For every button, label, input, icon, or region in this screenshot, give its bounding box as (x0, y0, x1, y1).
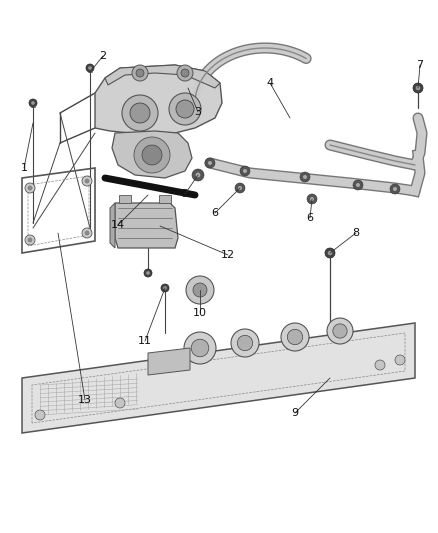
Polygon shape (22, 323, 415, 433)
Circle shape (181, 69, 189, 77)
Circle shape (31, 101, 35, 105)
Circle shape (142, 145, 162, 165)
Circle shape (237, 335, 253, 351)
Polygon shape (110, 203, 115, 248)
Circle shape (193, 283, 207, 297)
Text: 2: 2 (99, 51, 106, 61)
Circle shape (163, 286, 167, 290)
Circle shape (146, 271, 150, 275)
Circle shape (191, 339, 209, 357)
Circle shape (115, 398, 125, 408)
Circle shape (192, 169, 204, 181)
Circle shape (88, 66, 92, 70)
Circle shape (328, 251, 332, 255)
Circle shape (35, 410, 45, 420)
Circle shape (287, 329, 303, 345)
Polygon shape (148, 348, 190, 375)
Circle shape (29, 99, 37, 107)
Text: 6: 6 (212, 208, 219, 218)
Circle shape (325, 248, 335, 258)
Circle shape (356, 183, 360, 187)
Circle shape (413, 83, 423, 93)
Polygon shape (119, 195, 131, 203)
Text: 11: 11 (138, 336, 152, 346)
Text: 6: 6 (307, 213, 314, 223)
Text: 5: 5 (181, 189, 188, 199)
Circle shape (144, 269, 152, 277)
Circle shape (375, 360, 385, 370)
Text: 13: 13 (78, 395, 92, 405)
Text: 10: 10 (193, 308, 207, 318)
Circle shape (281, 323, 309, 351)
Circle shape (205, 158, 215, 168)
Circle shape (353, 180, 363, 190)
Circle shape (243, 169, 247, 173)
Text: 7: 7 (417, 60, 424, 70)
Text: 3: 3 (194, 107, 201, 117)
Circle shape (25, 183, 35, 193)
Circle shape (130, 103, 150, 123)
Polygon shape (159, 195, 171, 203)
Circle shape (85, 179, 89, 183)
Circle shape (307, 194, 317, 204)
Text: 8: 8 (353, 228, 360, 238)
Circle shape (240, 166, 250, 176)
Text: 14: 14 (111, 220, 125, 230)
Circle shape (82, 228, 92, 238)
Circle shape (196, 173, 201, 177)
Circle shape (333, 324, 347, 338)
Circle shape (82, 176, 92, 186)
Text: 9: 9 (291, 408, 299, 418)
Circle shape (208, 161, 212, 165)
Circle shape (327, 318, 353, 344)
Circle shape (395, 355, 405, 365)
Polygon shape (115, 203, 178, 248)
Circle shape (28, 238, 32, 243)
Circle shape (300, 172, 310, 182)
Circle shape (303, 175, 307, 179)
Circle shape (25, 235, 35, 245)
Polygon shape (95, 65, 222, 135)
Circle shape (85, 230, 89, 236)
Circle shape (231, 329, 259, 357)
Circle shape (86, 64, 94, 72)
Circle shape (238, 186, 242, 190)
Circle shape (132, 65, 148, 81)
Circle shape (176, 100, 194, 118)
Circle shape (184, 332, 216, 364)
Circle shape (169, 93, 201, 125)
Circle shape (393, 187, 397, 191)
Circle shape (122, 95, 158, 131)
Circle shape (136, 69, 144, 77)
Circle shape (177, 65, 193, 81)
Text: 4: 4 (266, 78, 274, 88)
Polygon shape (105, 65, 220, 88)
Circle shape (235, 183, 245, 193)
Circle shape (310, 197, 314, 201)
Circle shape (186, 276, 214, 304)
Circle shape (416, 86, 420, 90)
Text: 12: 12 (221, 250, 235, 260)
Circle shape (134, 137, 170, 173)
Circle shape (161, 284, 169, 292)
Polygon shape (112, 131, 192, 178)
Circle shape (28, 185, 32, 190)
Circle shape (390, 184, 400, 194)
Text: 1: 1 (21, 163, 28, 173)
